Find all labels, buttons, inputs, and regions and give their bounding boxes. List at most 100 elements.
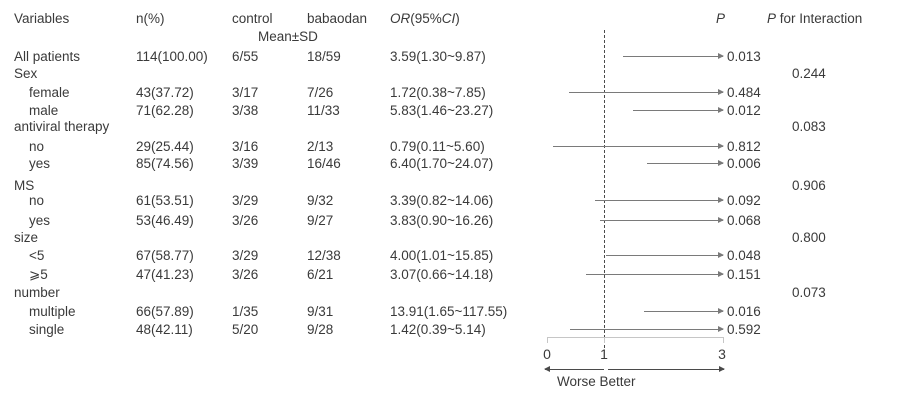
control-value: 1/35 xyxy=(232,304,259,319)
direction-labels: Worse Better xyxy=(557,374,636,389)
variable-label: All patients xyxy=(14,49,81,64)
column-header-p-interaction: P for Interaction xyxy=(767,10,862,28)
babaodan-value: 9/31 xyxy=(307,304,334,319)
p-interaction-value: 0.083 xyxy=(792,119,826,134)
variable-label: male xyxy=(29,103,59,118)
forest-ci-line xyxy=(632,107,725,113)
axis-tick-1 xyxy=(604,337,605,343)
forest-ci-line xyxy=(623,53,724,59)
p-value: 0.812 xyxy=(727,139,761,154)
n-pct-value: 43(37.72) xyxy=(136,85,194,100)
control-value: 3/38 xyxy=(232,103,259,118)
better-direction-arrow xyxy=(608,366,725,372)
p-interaction-value: 0.906 xyxy=(792,178,826,193)
babaodan-value: 7/26 xyxy=(307,85,334,100)
or-ci-value: 0.79(0.11~5.60) xyxy=(390,139,485,154)
n-pct-value: 71(62.28) xyxy=(136,103,194,118)
variable-label: no xyxy=(29,193,45,208)
or-ci-value: 4.00(1.01~15.85) xyxy=(390,248,494,263)
group-label: number xyxy=(14,285,60,300)
p-value: 0.013 xyxy=(727,49,761,64)
or-ci-value: 3.59(1.30~9.87) xyxy=(390,49,486,64)
worse-direction-arrow xyxy=(544,366,604,372)
forest-ci-line xyxy=(553,143,724,149)
control-value: 3/16 xyxy=(232,139,259,154)
variable-label: multiple xyxy=(29,304,76,319)
forest-ci-line xyxy=(585,271,725,277)
babaodan-value: 9/28 xyxy=(307,322,334,337)
babaodan-value: 11/33 xyxy=(307,103,340,118)
forest-ci-line xyxy=(599,217,725,223)
or-ci-value: 5.83(1.46~23.27) xyxy=(390,103,494,118)
p-interaction-value: 0.800 xyxy=(792,230,826,245)
forest-ci-line xyxy=(643,308,725,314)
table-row: no 29(25.44) 3/16 2/13 0.79(0.11~5.60) 0… xyxy=(0,138,921,156)
forest-ci-line xyxy=(569,326,725,332)
column-header-p: P xyxy=(716,11,726,26)
or-ci-value: 6.40(1.70~24.07) xyxy=(390,156,494,171)
p-value: 0.016 xyxy=(727,304,761,319)
p-value: 0.092 xyxy=(727,193,761,208)
or-ci-value: 1.72(0.38~7.85) xyxy=(390,85,486,100)
p-interaction-value: 0.073 xyxy=(792,285,826,300)
babaodan-value: 6/21 xyxy=(307,267,334,282)
p-value: 0.048 xyxy=(727,248,761,263)
axis-tick-label-0: 0 xyxy=(543,346,551,362)
p-value: 0.068 xyxy=(727,213,761,228)
or-ci-value: 1.42(0.39~5.14) xyxy=(390,322,486,337)
for-interaction-text: for Interaction xyxy=(776,11,863,26)
x-axis-line xyxy=(547,337,723,338)
group-row: size 0.800 xyxy=(0,229,921,247)
n-pct-value: 67(58.77) xyxy=(136,248,194,263)
babaodan-value: 12/38 xyxy=(307,248,341,263)
forest-ci-line xyxy=(595,197,724,203)
table-row: <5 67(58.77) 3/29 12/38 4.00(1.01~15.85)… xyxy=(0,247,921,265)
or-ci-value: 3.07(0.66~14.18) xyxy=(390,267,494,282)
n-pct-value: 47(41.23) xyxy=(136,267,194,282)
variable-label: single xyxy=(29,322,65,337)
babaodan-value: 18/59 xyxy=(307,49,341,64)
p-interaction-value: 0.244 xyxy=(792,66,826,81)
p-value: 0.592 xyxy=(727,322,761,337)
control-value: 5/20 xyxy=(232,322,259,337)
table-row: single 48(42.11) 5/20 9/28 1.42(0.39~5.1… xyxy=(0,321,921,339)
control-value: 3/39 xyxy=(232,156,259,171)
variable-label: female xyxy=(29,85,70,100)
table-row: no 61(53.51) 3/29 9/32 3.39(0.82~14.06) … xyxy=(0,192,921,210)
n-pct-value: 48(42.11) xyxy=(136,322,193,337)
table-row: male 71(62.28) 3/38 11/33 5.83(1.46~23.2… xyxy=(0,102,921,120)
axis-tick-3 xyxy=(723,337,724,343)
p-value: 0.484 xyxy=(727,85,761,100)
column-header-n-pct: n(%) xyxy=(136,11,165,26)
n-pct-value: 66(57.89) xyxy=(136,304,194,319)
or-label-close: ) xyxy=(455,11,460,26)
axis-tick-label-1: 1 xyxy=(600,346,608,362)
axis-tick-label-3: 3 xyxy=(718,346,726,362)
p-value: 0.012 xyxy=(727,103,761,118)
control-value: 3/26 xyxy=(232,267,259,282)
column-header-or-95ci: OR(95%CI) xyxy=(390,10,460,28)
group-row: MS 0.906 xyxy=(0,177,921,195)
variable-label: <5 xyxy=(29,248,45,263)
table-row: yes 53(46.49) 3/26 9/27 3.83(0.90~16.26)… xyxy=(0,212,921,230)
p-value: 0.006 xyxy=(727,156,761,171)
or-ci-value: 3.83(0.90~16.26) xyxy=(390,213,494,228)
table-row: ⩾5 47(41.23) 3/26 6/21 3.07(0.66~14.18) … xyxy=(0,266,921,284)
or-ci-value: 3.39(0.82~14.06) xyxy=(390,193,494,208)
or-label-paren: (95% xyxy=(410,11,442,26)
column-header-babaodan: babaodan xyxy=(307,11,368,26)
n-pct-value: 61(53.51) xyxy=(136,193,194,208)
babaodan-value: 2/13 xyxy=(307,139,334,154)
column-header-variables: Variables xyxy=(14,11,70,26)
ci-label-italic: CI xyxy=(441,11,456,26)
table-row: multiple 66(57.89) 1/35 9/31 13.91(1.65~… xyxy=(0,303,921,321)
column-header-mean-sd: Mean±SD xyxy=(258,29,318,44)
table-row: yes 85(74.56) 3/39 16/46 6.40(1.70~24.07… xyxy=(0,155,921,173)
axis-tick-0 xyxy=(547,337,548,343)
group-label: antiviral therapy xyxy=(14,119,110,134)
control-value: 3/29 xyxy=(232,193,259,208)
group-row: antiviral therapy 0.083 xyxy=(0,118,921,136)
group-row: Sex 0.244 xyxy=(0,65,921,83)
n-pct-value: 29(25.44) xyxy=(136,139,194,154)
group-label: MS xyxy=(14,178,35,193)
